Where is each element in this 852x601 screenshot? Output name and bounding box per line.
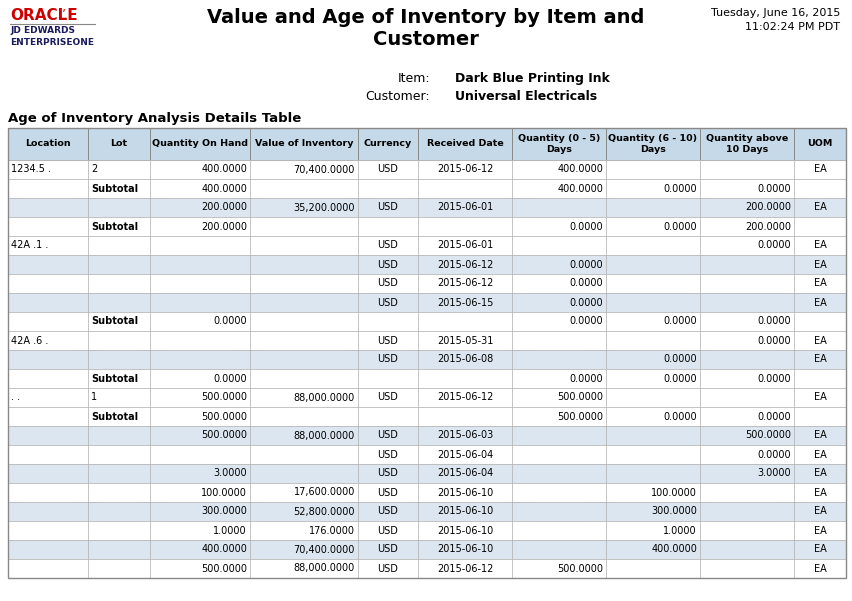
Bar (88, 464, 150, 483)
Bar (418, 388, 512, 407)
Text: 500.0000: 500.0000 (201, 430, 247, 441)
Bar (8, 369, 88, 388)
Bar (88, 179, 150, 198)
Bar (150, 293, 250, 312)
Bar (358, 274, 418, 293)
Text: EA: EA (814, 450, 826, 460)
Text: 70,400.0000: 70,400.0000 (294, 165, 355, 174)
Text: EA: EA (814, 278, 826, 288)
Text: 11:02:24 PM PDT: 11:02:24 PM PDT (745, 22, 840, 32)
Text: Value and Age of Inventory by Item and: Value and Age of Inventory by Item and (207, 8, 645, 27)
Bar (700, 198, 794, 217)
Text: USD: USD (377, 545, 399, 555)
Bar (88, 521, 150, 540)
Text: 3.0000: 3.0000 (757, 469, 791, 478)
Bar (250, 464, 358, 483)
Bar (88, 128, 150, 160)
Text: 2015-06-12: 2015-06-12 (437, 392, 493, 403)
Text: 2015-06-08: 2015-06-08 (437, 355, 493, 364)
Bar (700, 255, 794, 274)
Text: 200.0000: 200.0000 (201, 222, 247, 231)
Bar (250, 483, 358, 502)
Bar (700, 331, 794, 350)
Bar (512, 426, 606, 445)
Bar (88, 369, 150, 388)
Bar (700, 312, 794, 331)
Text: USD: USD (377, 260, 399, 269)
Bar (418, 559, 512, 578)
Bar (700, 236, 794, 255)
Text: 0.0000: 0.0000 (757, 412, 791, 421)
Text: 1.0000: 1.0000 (213, 525, 247, 535)
Text: EA: EA (814, 165, 826, 174)
Bar (8, 198, 88, 217)
Bar (150, 350, 250, 369)
Text: 70,400.0000: 70,400.0000 (294, 545, 355, 555)
Text: Quantity (0 - 5)
Days: Quantity (0 - 5) Days (518, 134, 600, 154)
Bar (250, 388, 358, 407)
Bar (418, 350, 512, 369)
Bar (8, 128, 846, 578)
Bar (358, 559, 418, 578)
Bar (606, 160, 700, 179)
Bar (358, 198, 418, 217)
Bar (88, 236, 150, 255)
Text: USD: USD (377, 355, 399, 364)
Bar (700, 179, 794, 198)
Bar (8, 236, 88, 255)
Bar (606, 445, 700, 464)
Text: 2015-06-10: 2015-06-10 (437, 507, 493, 516)
Bar (8, 179, 88, 198)
Text: EA: EA (814, 203, 826, 213)
Text: 400.0000: 400.0000 (557, 165, 603, 174)
Bar (794, 540, 846, 559)
Text: 2015-06-01: 2015-06-01 (437, 203, 493, 213)
Bar (150, 540, 250, 559)
Text: 500.0000: 500.0000 (557, 412, 603, 421)
Text: JD EDWARDS: JD EDWARDS (10, 26, 75, 35)
Bar (794, 426, 846, 445)
Bar (794, 312, 846, 331)
Bar (700, 217, 794, 236)
Bar (606, 407, 700, 426)
Bar (512, 464, 606, 483)
Bar (418, 236, 512, 255)
Bar (150, 160, 250, 179)
Text: ORACLE: ORACLE (10, 8, 78, 23)
Bar (8, 502, 88, 521)
Bar (794, 350, 846, 369)
Text: 0.0000: 0.0000 (664, 183, 697, 194)
Bar (606, 128, 700, 160)
Bar (8, 255, 88, 274)
Bar (250, 128, 358, 160)
Bar (794, 331, 846, 350)
Bar (794, 464, 846, 483)
Bar (8, 217, 88, 236)
Bar (794, 160, 846, 179)
Text: USD: USD (377, 278, 399, 288)
Bar (150, 217, 250, 236)
Bar (418, 407, 512, 426)
Text: Lot: Lot (111, 139, 128, 148)
Bar (794, 179, 846, 198)
Bar (794, 502, 846, 521)
Text: Quantity (6 - 10)
Days: Quantity (6 - 10) Days (608, 134, 698, 154)
Bar (88, 483, 150, 502)
Bar (512, 331, 606, 350)
Bar (418, 369, 512, 388)
Bar (150, 128, 250, 160)
Bar (88, 540, 150, 559)
Bar (150, 179, 250, 198)
Text: 1.0000: 1.0000 (664, 525, 697, 535)
Bar (358, 350, 418, 369)
Text: Customer:: Customer: (366, 90, 430, 103)
Text: Age of Inventory Analysis Details Table: Age of Inventory Analysis Details Table (8, 112, 302, 125)
Bar (418, 426, 512, 445)
Bar (150, 483, 250, 502)
Bar (8, 540, 88, 559)
Text: EA: EA (814, 260, 826, 269)
Text: 400.0000: 400.0000 (651, 545, 697, 555)
Text: 0.0000: 0.0000 (213, 317, 247, 326)
Bar (606, 312, 700, 331)
Text: 0.0000: 0.0000 (757, 240, 791, 251)
